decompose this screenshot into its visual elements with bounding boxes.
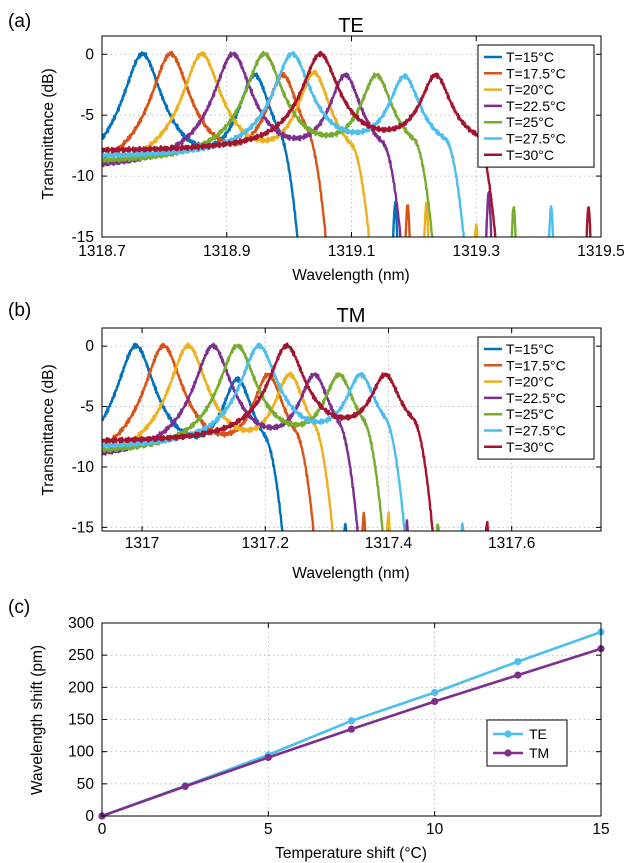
panel-a: (a) TE 1318.7 1318.9 1319.1 1319.3 1319.5 0 -5… <box>8 11 625 284</box>
axes-frame <box>101 35 602 238</box>
series-line <box>102 342 490 531</box>
data-point <box>181 782 189 791</box>
x-tick-label: 10 <box>426 821 444 838</box>
x-tick-label: 1317.2 <box>242 535 289 552</box>
legend-entry: T=15°C <box>506 341 554 357</box>
panel-b-title: TM <box>337 305 366 327</box>
axes-frame <box>101 622 602 817</box>
series-line <box>102 342 409 531</box>
y-tick-label: 100 <box>68 744 94 761</box>
y-tick-label: -10 <box>72 459 95 476</box>
panel-b-letter: (b) <box>8 300 31 321</box>
x-tick-label: 5 <box>264 821 273 838</box>
series-line <box>102 51 399 237</box>
legend: TE TM <box>486 719 568 767</box>
x-tick-label: 1318.9 <box>203 243 250 260</box>
tm-spectrum-plot: 1317 1317.2 1317.4 1317.6 0 -5 -10 -15 T=15°CT=1… <box>72 327 602 552</box>
y-tick-label: -15 <box>72 519 94 536</box>
x-tick-label: 1319.3 <box>453 243 500 260</box>
data-point <box>431 688 439 697</box>
panel-a-xlabel: Wavelength (nm) <box>292 267 409 284</box>
data-point <box>514 671 522 679</box>
panel-b: (b) TM 1317 1317.2 1317.4 1317.6 0 -5 -10 -15 T=… <box>8 300 602 582</box>
panel-b-ylabel: Transmittance (dB) <box>40 364 57 495</box>
series-line <box>102 51 493 237</box>
legend-entry: T=17.5°C <box>506 357 566 373</box>
legend-entry: T=22.5°C <box>506 390 566 406</box>
y-tick-label: 250 <box>68 647 94 664</box>
legend-marker <box>504 730 512 738</box>
series-line <box>102 342 367 531</box>
x-tick-label: 1318.7 <box>78 243 125 260</box>
series-line <box>102 50 592 237</box>
legend-marker <box>504 749 512 757</box>
panel-a-title: TE <box>338 15 364 37</box>
data-point <box>431 697 439 706</box>
grid <box>102 623 601 816</box>
x-tick-label: 15 <box>592 821 609 838</box>
y-tick-label: -5 <box>80 399 94 416</box>
legend-entry: T=30°C <box>506 439 554 455</box>
x-tick-label: 1317.6 <box>488 535 535 552</box>
y-tick-label: 200 <box>68 679 94 696</box>
y-tick-label: -10 <box>72 168 95 185</box>
axes-frame <box>101 327 602 532</box>
legend-entry: T=27.5°C <box>506 131 566 147</box>
y-tick-label: 300 <box>68 615 94 632</box>
series-line <box>102 342 392 531</box>
y-tick-label: 150 <box>68 712 94 729</box>
y-tick-label: -15 <box>72 229 94 246</box>
te-spectrum-plot: 1318.7 1318.9 1319.1 1319.3 1319.5 0 -5 -10 -15 T… <box>72 35 625 260</box>
legend-box <box>486 719 568 767</box>
legend-entry: TM <box>529 745 549 761</box>
y-tick-label: 0 <box>85 46 94 63</box>
panel-a-ylabel: Transmittance (dB) <box>40 68 57 199</box>
y-tick-label: 0 <box>85 808 94 825</box>
legend-entry: TE <box>529 726 547 742</box>
y-tick-label: 50 <box>77 776 95 793</box>
legend-entry: T=25°C <box>506 114 554 130</box>
panel-c-ylabel: Wavelength shift (pm) <box>29 645 46 795</box>
legend-entry: T=15°C <box>506 49 554 65</box>
legend: T=15°CT=17.5°CT=20°CT=22.5°CT=25°CT=27.5… <box>477 336 595 460</box>
shift-lines <box>98 628 605 820</box>
y-tick-label: -5 <box>80 107 94 124</box>
data-point <box>264 753 272 762</box>
panel-b-xlabel: Wavelength (nm) <box>292 565 409 582</box>
legend-entry: T=20°C <box>506 82 554 98</box>
data-point <box>347 717 356 725</box>
x-tick-label: 1317.4 <box>365 535 413 552</box>
legend-entry: T=22.5°C <box>506 98 566 114</box>
x-tick-label: 1317 <box>125 535 159 552</box>
x-tick-label: 1319.5 <box>577 243 624 260</box>
series-line <box>102 50 411 237</box>
spectrum-curves <box>102 50 592 237</box>
y-tick-label: 0 <box>85 338 94 355</box>
legend-entry: T=20°C <box>506 374 554 390</box>
spectrum-curves <box>102 342 490 531</box>
x-tick-label: 1319.1 <box>328 243 375 260</box>
data-point <box>514 658 522 666</box>
panel-c-letter: (c) <box>8 597 30 618</box>
panel-c-xlabel: Temperature shift (°C) <box>275 845 427 862</box>
legend: T=15°CT=17.5°CT=20°CT=22.5°CT=25°CT=27.5… <box>477 44 595 168</box>
panel-a-letter: (a) <box>8 11 31 32</box>
series-line <box>102 51 479 237</box>
legend-entry: T=27.5°C <box>506 423 566 439</box>
data-point <box>347 725 356 733</box>
legend-entry: T=17.5°C <box>506 65 566 81</box>
x-tick-label: 0 <box>98 821 107 838</box>
legend-entry: T=30°C <box>506 147 554 163</box>
legend-entry: T=25°C <box>506 406 554 422</box>
series-line <box>102 343 440 531</box>
series-line <box>102 50 555 237</box>
